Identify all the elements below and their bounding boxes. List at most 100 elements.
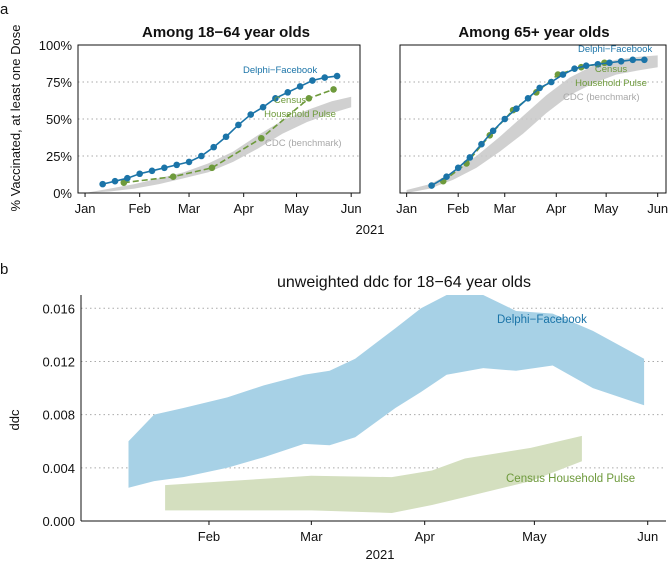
panel-b-x-tick-label: May xyxy=(522,529,547,544)
panel-a-right-delphi-point xyxy=(524,94,532,102)
panel-a-left-delphi-point xyxy=(124,174,131,182)
panel-a-y-axis-label: % Vaccinated, at least one Dose xyxy=(8,25,23,212)
panel-b-x-axis-label: 2021 xyxy=(366,547,395,562)
panel-a-left-census-annotation: Census xyxy=(274,95,306,106)
panel-b-x-tick-label: Mar xyxy=(300,529,323,544)
panel-a-left-delphi-point xyxy=(284,89,292,96)
panel-a-right-delphi-point xyxy=(443,173,450,181)
panel-a-right-delphi-point xyxy=(466,154,474,161)
panel-a-left-census-point xyxy=(305,94,313,102)
panel-a-x-axis-label: 2021 xyxy=(356,222,385,237)
panel-a-right-x-tick-label: Jun xyxy=(647,201,668,216)
panel-b-y-tick-label: 0.012 xyxy=(42,354,75,369)
panel-a-right-delphi-point xyxy=(428,182,435,189)
panel-a-left-delphi-point xyxy=(247,111,255,118)
panel-a-left-x-tick-label: Jan xyxy=(75,201,96,216)
panel-a-right-delphi-point xyxy=(513,105,520,112)
panel-a-right-delphi-point xyxy=(501,115,509,123)
panel-a-left-y-tick-label: 50% xyxy=(46,112,72,127)
panel-a-right-title: Among 65+ year olds xyxy=(458,24,609,41)
panel-a-left-census-point xyxy=(330,86,337,93)
panel-b-y-tick-label: 0.000 xyxy=(42,514,75,529)
panel-a-right-delphi-point xyxy=(594,60,602,68)
panel-b-x-tick-label: Apr xyxy=(415,529,436,544)
panel-a-right-cdc-annotation: CDC (benchmark) xyxy=(563,92,640,103)
panel-b-title: unweighted ddc for 18−64 year olds xyxy=(277,274,531,291)
panel-a-left-census-point xyxy=(169,173,177,181)
panel-b-delphi-annotation: Delphi−Facebook xyxy=(497,314,587,326)
panel-a-right-x-tick-label: Jan xyxy=(396,201,417,216)
panel-a-left-census-point xyxy=(258,134,265,142)
panel-a-right-delphi-point xyxy=(489,127,497,135)
panel-a-right-delphi-annotation: Delphi−Facebook xyxy=(578,44,652,55)
panel-a-right-delphi-point xyxy=(606,59,613,67)
panel-a-left-delphi-point xyxy=(198,152,205,160)
panel-b-y-axis-label: ddc xyxy=(7,409,22,430)
panel-a-left-delphi-point xyxy=(333,72,341,80)
panel-a-left-delphi-point xyxy=(272,94,279,102)
panel-a-right-household-pulse-annotation: Household Pulse xyxy=(575,78,647,89)
panel-a-right-delphi-point xyxy=(536,84,543,92)
panel-b-y-tick-label: 0.008 xyxy=(42,408,75,423)
panel-b-y-tick-label: 0.004 xyxy=(42,461,75,476)
panel-a-left-x-tick-label: Feb xyxy=(128,201,150,216)
panel-a-right-plot-frame xyxy=(399,44,667,194)
panel-a-right-x-tick-label: Mar xyxy=(494,201,517,216)
panel-a-left-x-tick-label: May xyxy=(284,201,309,216)
panel-a-left-delphi-point xyxy=(148,167,156,175)
panel-b-x-tick-label: Feb xyxy=(198,529,220,544)
panel-a-left-delphi-point xyxy=(136,170,143,178)
panel-a-left-x-tick-label: Apr xyxy=(234,201,255,216)
panel-a-right-delphi-point xyxy=(547,78,555,86)
panel-a-left-cdc-annotation: CDC (benchmark) xyxy=(265,138,342,149)
panel-b-delphi-band xyxy=(128,295,645,488)
panel-a-right-delphi-point xyxy=(629,56,637,64)
panel-a-right-plot: Among 65+ year olds Jan Feb Mar Apr May Jun De… xyxy=(396,24,668,216)
panel-a-right-census-annotation: Census xyxy=(595,64,627,75)
panel-a-left-plot-frame xyxy=(77,44,361,194)
panel-a-right-delphi-point xyxy=(454,164,462,172)
panel-b-census-band xyxy=(165,435,582,513)
panel-a-left-census-point xyxy=(120,179,128,186)
panel-a-left-plot: Among 18−64 year olds 0% 25% 50% 75% 100% Jan… xyxy=(39,24,362,216)
panel-a-left-delphi-point xyxy=(111,177,119,185)
panel-a-right-delphi-point xyxy=(478,140,485,148)
panel-a-left-delphi-point xyxy=(296,83,304,90)
panel-label-b: b xyxy=(0,261,8,278)
panel-a-right-delphi-point xyxy=(617,57,625,65)
panel-a-left-delphi-point xyxy=(235,121,242,129)
panel-a-left-delphi-point xyxy=(309,77,316,84)
panel-a-left-delphi-annotation: Delphi−Facebook xyxy=(243,65,317,76)
panel-a-right-delphi-point xyxy=(582,62,590,70)
panel-a-left-census-point xyxy=(208,164,216,172)
panel-a-left-delphi-point xyxy=(222,133,230,141)
panel-a-left-delphi-line xyxy=(102,75,338,185)
panel-b-x-tick-label: Jun xyxy=(637,529,658,544)
panel-a-right-cdc-benchmark-band xyxy=(406,55,658,194)
panel-a-left-delphi-point xyxy=(185,158,193,166)
panel-label-a: a xyxy=(0,1,9,18)
panel-a-left-x-tick-label: Mar xyxy=(178,201,201,216)
panel-a-left-y-tick-label: 25% xyxy=(46,149,72,164)
panel-a-right-delphi-point xyxy=(641,56,648,64)
panel-b-plot: 0.000 0.004 0.008 0.012 0.016 Feb Mar Apr May Jun… xyxy=(42,295,666,544)
panel-a-right-x-tick-label: May xyxy=(594,201,619,216)
panel-a-left-household-pulse-annotation: Household Pulse xyxy=(264,109,336,120)
panel-a-left-y-tick-label: 0% xyxy=(53,186,72,201)
panel-a-left-delphi-point xyxy=(173,161,180,169)
panel-a-left-y-tick-label: 75% xyxy=(46,75,72,90)
panel-a-right-x-tick-label: Feb xyxy=(447,201,469,216)
panel-a-left-delphi-point xyxy=(321,74,329,81)
panel-a-left-delphi-point xyxy=(210,143,218,151)
panel-a-left-y-tick-label: 100% xyxy=(39,38,73,53)
panel-a-left-delphi-point xyxy=(99,180,106,188)
panel-a-left-cdc-benchmark-band xyxy=(85,96,352,193)
panel-a-left-title: Among 18−64 year olds xyxy=(142,24,310,41)
panel-a-left-x-tick-label: Jun xyxy=(341,201,362,216)
panel-a-right-delphi-point xyxy=(559,71,567,78)
panel-a-left-census-line xyxy=(123,88,334,184)
panel-a-left-delphi-point xyxy=(161,164,168,172)
panel-a-right-x-tick-label: Apr xyxy=(546,201,567,216)
panel-a-left-delphi-point xyxy=(259,103,267,111)
